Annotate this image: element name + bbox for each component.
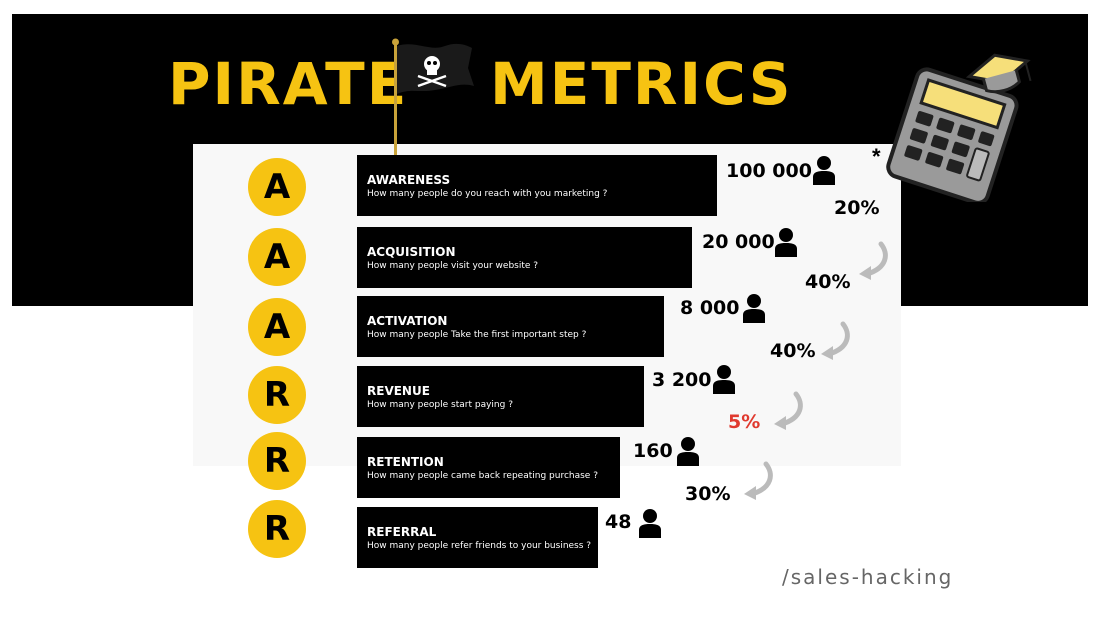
conversion-rate: 30% xyxy=(685,483,731,505)
stage-title: RETENTION xyxy=(367,455,444,469)
stage-question: How many people start paying ? xyxy=(367,400,513,410)
stage-bar-referral: REFERRAL How many people refer friends t… xyxy=(357,507,598,568)
stage-count: 20 000 xyxy=(702,231,775,253)
stage-question: How many people do you reach with you ma… xyxy=(367,189,608,199)
stage-bar-activation: ACTIVATION How many people Take the firs… xyxy=(357,296,664,357)
person-icon xyxy=(775,228,797,257)
stage-title: ACTIVATION xyxy=(367,314,448,328)
stage-letter-circle: A xyxy=(248,298,306,356)
stage-count: 8 000 xyxy=(680,297,740,319)
stage-count: 160 xyxy=(633,440,673,462)
person-icon xyxy=(713,365,735,394)
stage-bar-revenue: REVENUE How many people start paying ? xyxy=(357,366,644,427)
curved-arrow-icon xyxy=(821,321,850,360)
stage-letter-circle: A xyxy=(248,158,306,216)
stage-question: How many people visit your website ? xyxy=(367,261,539,271)
curved-arrow-icon xyxy=(744,461,773,500)
brand-signature: /sales-hacking xyxy=(782,565,954,589)
title-pirate: PIRATE xyxy=(168,50,409,118)
person-icon xyxy=(639,509,661,538)
person-icon xyxy=(677,437,699,466)
stage-count: 3 200 xyxy=(652,369,712,391)
stage-letter-circle: A xyxy=(248,228,306,286)
conversion-rate-highlight: 5% xyxy=(728,411,761,433)
asterisk-note: * xyxy=(872,144,881,169)
title-metrics: METRICS xyxy=(490,50,793,118)
calculator-icon xyxy=(886,53,1032,202)
conversion-rate: 40% xyxy=(770,340,816,362)
stage-letter-circle: R xyxy=(248,366,306,424)
stage-question: How many people Take the first important… xyxy=(367,330,587,340)
stage-title: AWARENESS xyxy=(367,173,451,187)
stage-count: 100 000 xyxy=(726,160,812,182)
stage-bar-awareness: AWARENESS How many people do you reach w… xyxy=(357,155,717,216)
stage-bar-retention: RETENTION How many people came back repe… xyxy=(357,437,620,498)
stage-letter-circle: R xyxy=(248,432,306,490)
person-icon xyxy=(743,294,765,323)
curved-arrow-icon xyxy=(774,391,803,430)
person-icon xyxy=(813,156,835,185)
conversion-rate: 20% xyxy=(834,197,880,219)
stage-title: REVENUE xyxy=(367,384,430,398)
stage-question: How many people came back repeating purc… xyxy=(367,471,598,481)
stage-title: ACQUISITION xyxy=(367,245,456,259)
curved-arrow-icon xyxy=(859,241,888,280)
stage-title: REFERRAL xyxy=(367,525,437,539)
conversion-rate: 40% xyxy=(805,271,851,293)
stage-count: 48 xyxy=(605,511,632,533)
stage-question: How many people refer friends to your bu… xyxy=(367,541,592,551)
pirate-flag-icon xyxy=(392,38,474,158)
stage-letter-circle: R xyxy=(248,500,306,558)
stage-bar-acquisition: ACQUISITION How many people visit your w… xyxy=(357,227,692,288)
